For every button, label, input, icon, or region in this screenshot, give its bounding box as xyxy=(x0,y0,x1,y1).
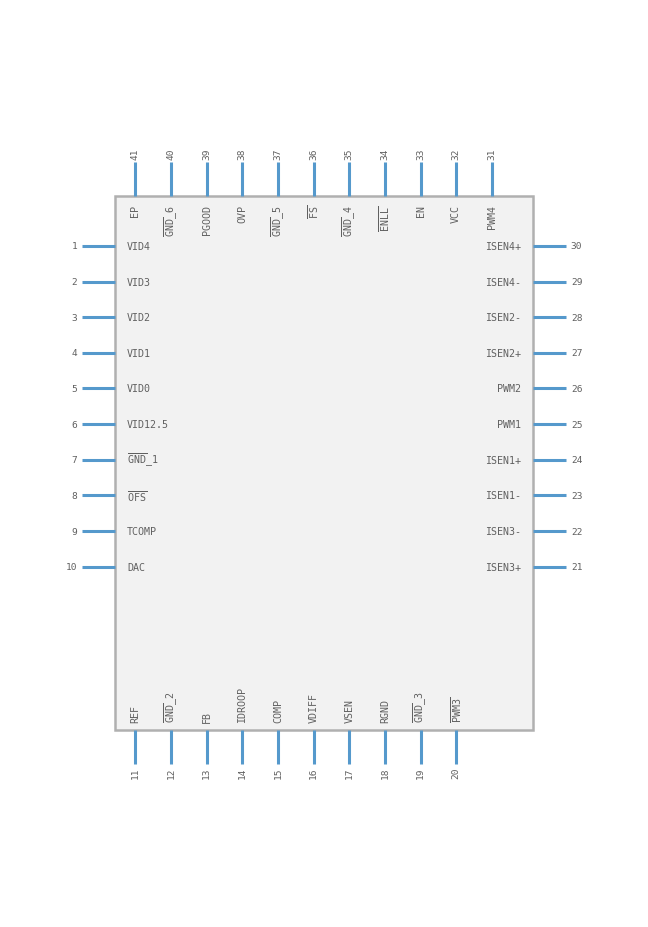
Text: 19: 19 xyxy=(416,767,425,779)
Text: $\overline{\mathtt{ENLL}}$: $\overline{\mathtt{ENLL}}$ xyxy=(378,205,392,231)
Text: 38: 38 xyxy=(238,148,247,160)
Text: 27: 27 xyxy=(571,349,583,358)
Text: 22: 22 xyxy=(571,527,583,536)
Text: ISEN1+: ISEN1+ xyxy=(485,455,521,465)
Text: 23: 23 xyxy=(571,491,583,501)
Text: VID0: VID0 xyxy=(127,384,151,394)
Text: VID12.5: VID12.5 xyxy=(127,420,169,429)
Text: 30: 30 xyxy=(571,242,583,251)
Text: 26: 26 xyxy=(571,385,583,394)
Text: 7: 7 xyxy=(71,456,77,464)
Text: PWM4: PWM4 xyxy=(487,205,497,229)
Text: 39: 39 xyxy=(202,148,211,160)
Text: PGOOD: PGOOD xyxy=(202,205,212,235)
Text: $\overline{\mathtt{OFS}}$: $\overline{\mathtt{OFS}}$ xyxy=(127,489,147,503)
Text: 21: 21 xyxy=(571,563,583,572)
Text: $\overline{\mathtt{GND}}$$\mathtt{\_2}$: $\overline{\mathtt{GND}}$$\mathtt{\_2}$ xyxy=(163,691,179,722)
Text: ISEN2-: ISEN2- xyxy=(485,313,521,323)
Text: $\overline{\mathtt{FS}}$: $\overline{\mathtt{FS}}$ xyxy=(307,205,321,220)
Text: 28: 28 xyxy=(571,313,583,323)
Text: 15: 15 xyxy=(273,767,283,779)
Text: 4: 4 xyxy=(71,349,77,358)
Text: EP: EP xyxy=(130,205,141,217)
Text: 14: 14 xyxy=(238,767,247,779)
Text: REF: REF xyxy=(130,704,141,722)
Text: 24: 24 xyxy=(571,456,583,464)
Text: 29: 29 xyxy=(571,278,583,286)
Text: 9: 9 xyxy=(71,527,77,536)
Text: 41: 41 xyxy=(131,148,140,160)
Text: $\overline{\mathtt{GND}}$$\mathtt{\_5}$: $\overline{\mathtt{GND}}$$\mathtt{\_5}$ xyxy=(270,205,286,236)
Text: PWM1: PWM1 xyxy=(497,420,521,429)
Text: EN: EN xyxy=(415,205,426,217)
Text: 34: 34 xyxy=(380,148,389,160)
Text: $\overline{\mathtt{GND}}$$\mathtt{\_6}$: $\overline{\mathtt{GND}}$$\mathtt{\_6}$ xyxy=(163,205,179,236)
Text: ISEN1-: ISEN1- xyxy=(485,491,521,501)
Text: 32: 32 xyxy=(452,148,461,160)
Text: ISEN2+: ISEN2+ xyxy=(485,349,521,359)
Text: VID1: VID1 xyxy=(127,349,151,359)
Text: 31: 31 xyxy=(487,148,496,160)
Text: VSEN: VSEN xyxy=(344,698,354,722)
Text: 3: 3 xyxy=(71,313,77,323)
Text: 16: 16 xyxy=(309,767,318,779)
Text: 35: 35 xyxy=(345,148,354,160)
Text: 36: 36 xyxy=(309,148,318,160)
Text: RGND: RGND xyxy=(380,698,390,722)
Text: 20: 20 xyxy=(452,767,461,779)
Text: 25: 25 xyxy=(571,420,583,429)
Text: COMP: COMP xyxy=(273,698,283,722)
Text: 6: 6 xyxy=(71,420,77,429)
Text: ISEN3-: ISEN3- xyxy=(485,527,521,537)
Text: ISEN4-: ISEN4- xyxy=(485,277,521,287)
Text: 13: 13 xyxy=(202,767,211,779)
Text: ISEN4+: ISEN4+ xyxy=(485,242,521,251)
Text: 33: 33 xyxy=(416,148,425,160)
Text: $\overline{\mathtt{GND}}$$\mathtt{\_4}$: $\overline{\mathtt{GND}}$$\mathtt{\_4}$ xyxy=(341,205,358,236)
Text: $\overline{\mathtt{PWM3}}$: $\overline{\mathtt{PWM3}}$ xyxy=(449,696,463,722)
Text: 2: 2 xyxy=(71,278,77,286)
Text: 1: 1 xyxy=(71,242,77,251)
Text: VDIFF: VDIFF xyxy=(308,692,319,722)
Text: VCC: VCC xyxy=(451,205,461,223)
Text: VID4: VID4 xyxy=(127,242,151,251)
Text: 8: 8 xyxy=(71,491,77,501)
Text: FB: FB xyxy=(202,710,212,722)
Text: IDROOP: IDROOP xyxy=(237,686,248,722)
Text: $\overline{\mathtt{GND}}$$\mathtt{\_3}$: $\overline{\mathtt{GND}}$$\mathtt{\_3}$ xyxy=(412,691,429,722)
Text: PWM2: PWM2 xyxy=(497,384,521,394)
Text: 18: 18 xyxy=(380,767,389,779)
Text: 37: 37 xyxy=(273,148,283,160)
Text: TCOMP: TCOMP xyxy=(127,527,157,537)
Bar xyxy=(115,197,533,730)
Text: ISEN3+: ISEN3+ xyxy=(485,562,521,572)
Text: 11: 11 xyxy=(131,767,140,779)
Text: $\overline{\mathtt{GND}}$$\mathtt{\_1}$: $\overline{\mathtt{GND}}$$\mathtt{\_1}$ xyxy=(127,451,158,469)
Text: 12: 12 xyxy=(167,767,176,779)
Text: DAC: DAC xyxy=(127,562,145,572)
Text: 17: 17 xyxy=(345,767,354,779)
Text: 10: 10 xyxy=(65,563,77,572)
Text: 5: 5 xyxy=(71,385,77,394)
Text: VID2: VID2 xyxy=(127,313,151,323)
Text: 40: 40 xyxy=(167,148,176,160)
Text: VID3: VID3 xyxy=(127,277,151,287)
Text: OVP: OVP xyxy=(237,205,248,223)
